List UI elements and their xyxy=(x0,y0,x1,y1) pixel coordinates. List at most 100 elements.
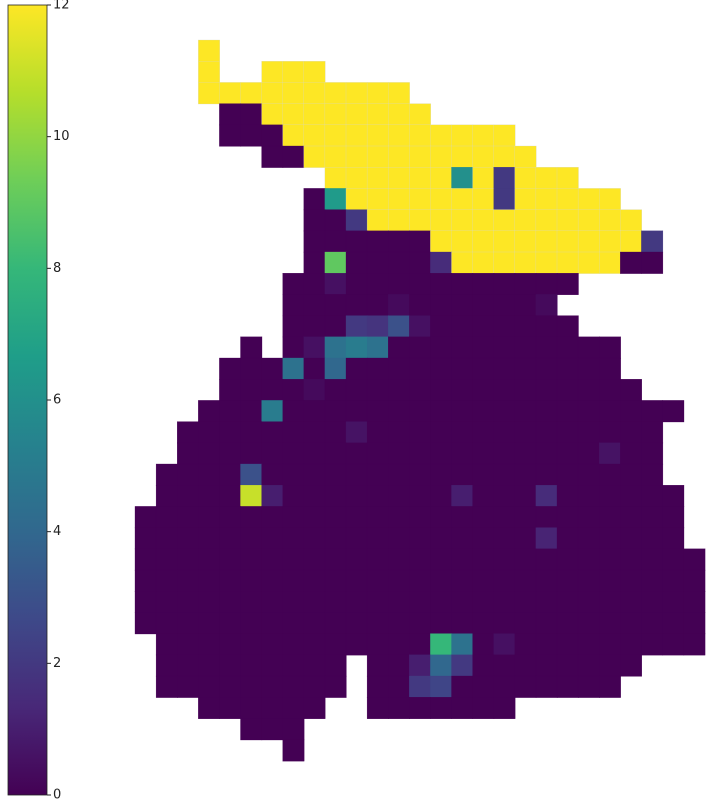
grid-cell xyxy=(388,421,410,444)
grid-cell xyxy=(177,675,199,698)
grid-cell xyxy=(261,633,284,656)
grid-cell xyxy=(493,315,516,338)
grid-cell xyxy=(177,654,199,677)
grid-cell xyxy=(345,569,368,592)
grid-cell xyxy=(472,697,495,719)
grid-cell xyxy=(493,697,516,719)
grid-cell xyxy=(599,506,621,529)
grid-cell xyxy=(282,357,305,380)
grid-cell xyxy=(155,463,178,486)
grid-cell xyxy=(641,527,664,550)
grid-cell xyxy=(282,569,305,592)
grid-cell xyxy=(493,145,516,168)
grid-cell xyxy=(155,527,178,550)
grid-cell xyxy=(261,145,284,168)
grid-cell xyxy=(430,463,453,486)
grid-cell xyxy=(599,336,621,359)
grid-cell xyxy=(261,548,284,571)
grid-cell xyxy=(599,633,621,656)
grid-cell xyxy=(430,209,453,232)
grid-cell xyxy=(303,612,326,635)
grid-cell xyxy=(388,675,410,698)
grid-cell xyxy=(198,506,220,529)
grid-cell xyxy=(430,167,453,189)
grid-cell xyxy=(261,675,284,698)
grid-cell xyxy=(366,527,389,550)
grid-cell xyxy=(641,633,664,656)
grid-cell xyxy=(599,400,621,423)
grid-cell xyxy=(535,336,558,359)
grid-cell xyxy=(472,315,495,338)
grid-cell xyxy=(366,612,389,635)
grid-cell xyxy=(430,569,453,592)
grid-cell xyxy=(366,188,389,211)
grid-cell xyxy=(345,273,368,295)
grid-cell xyxy=(134,569,157,592)
grid-cell xyxy=(324,145,347,168)
colorbar-tick-label: 2 xyxy=(53,656,61,671)
grid-cell xyxy=(388,633,410,656)
grid-cell xyxy=(303,633,326,656)
grid-cell xyxy=(282,612,305,635)
grid-cell xyxy=(198,61,220,83)
grid-cell xyxy=(219,357,242,380)
grid-cell xyxy=(430,145,453,168)
grid-cell xyxy=(451,442,474,465)
grid-cell xyxy=(324,230,347,253)
grid-cell xyxy=(472,591,495,613)
grid-cell xyxy=(303,379,326,401)
grid-cell xyxy=(345,442,368,465)
grid-cell xyxy=(451,336,474,359)
grid-cell xyxy=(303,697,326,719)
grid-cell xyxy=(662,548,685,571)
grid-cell xyxy=(535,400,558,423)
grid-cell xyxy=(345,124,368,147)
grid-cell xyxy=(662,591,685,613)
grid-cell xyxy=(198,697,220,719)
grid-cell xyxy=(493,527,516,550)
grid-cell xyxy=(219,654,242,677)
grid-cell xyxy=(451,697,474,719)
grid-cell xyxy=(451,400,474,423)
grid-cell xyxy=(282,591,305,613)
grid-cell xyxy=(303,654,326,677)
grid-cell xyxy=(451,379,474,401)
grid-cell xyxy=(514,675,537,698)
grid-cell xyxy=(430,654,453,677)
grid-cell xyxy=(599,463,621,486)
grid-cell xyxy=(303,527,326,550)
grid-cell xyxy=(282,739,305,762)
grid-cell xyxy=(430,697,453,719)
grid-cell xyxy=(282,379,305,401)
grid-cell xyxy=(177,548,199,571)
grid-cell xyxy=(409,633,431,656)
grid-cell xyxy=(345,251,368,274)
grid-cell xyxy=(155,506,178,529)
grid-cell xyxy=(303,506,326,529)
grid-cell xyxy=(535,273,558,295)
grid-cell xyxy=(620,379,642,401)
grid-cell xyxy=(493,379,516,401)
grid-cell xyxy=(177,463,199,486)
grid-cell xyxy=(324,548,347,571)
grid-cell xyxy=(388,294,410,317)
grid-cell xyxy=(451,357,474,380)
grid-cell xyxy=(430,230,453,253)
grid-cell xyxy=(535,167,558,189)
grid-cell xyxy=(493,421,516,444)
grid-cell xyxy=(514,167,537,189)
grid-cell xyxy=(641,421,664,444)
grid-cell xyxy=(641,569,664,592)
grid-cell xyxy=(198,591,220,613)
grid-cell xyxy=(472,485,495,507)
grid-cell xyxy=(620,251,642,274)
grid-cell xyxy=(219,442,242,465)
grid-cell xyxy=(599,654,621,677)
grid-cell xyxy=(366,697,389,719)
grid-cell xyxy=(514,569,537,592)
grid-cell xyxy=(155,633,178,656)
grid-cell xyxy=(556,591,579,613)
grid-cell xyxy=(366,103,389,126)
grid-cell xyxy=(599,548,621,571)
grid-cell xyxy=(366,294,389,317)
